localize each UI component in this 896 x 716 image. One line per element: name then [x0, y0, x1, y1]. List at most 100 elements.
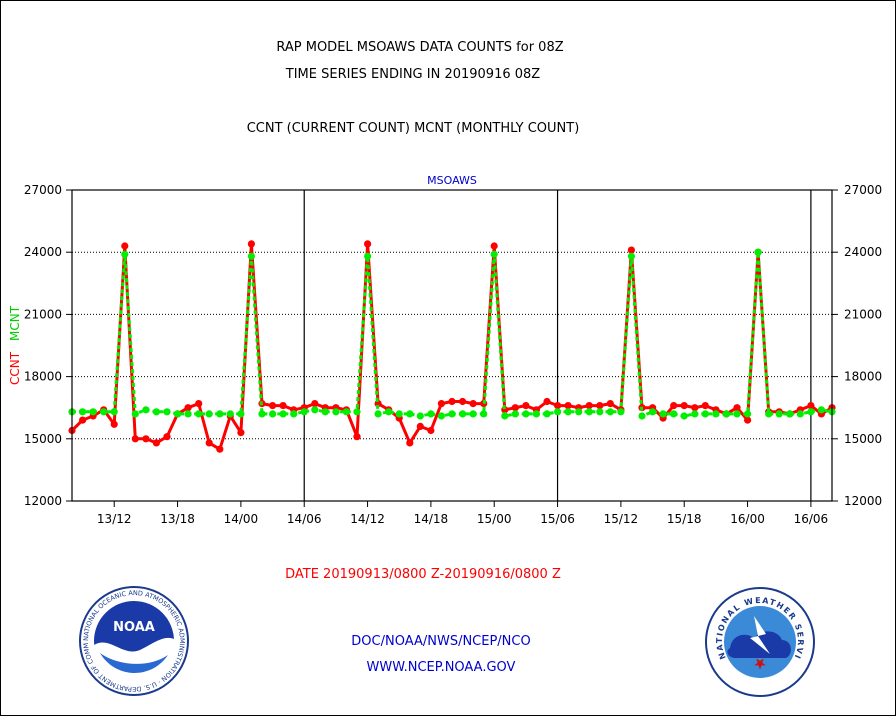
- point-mcnt: [575, 408, 583, 416]
- point-mcnt: [585, 408, 593, 416]
- point-ccnt: [448, 397, 456, 406]
- point-ccnt: [269, 402, 277, 410]
- point-mcnt: [796, 410, 804, 418]
- y-tick-label-right: 18000: [844, 370, 882, 384]
- plot-frame: [71, 189, 833, 502]
- point-ccnt: [195, 400, 203, 408]
- point-ccnt: [184, 404, 192, 412]
- noaa-logo-wordmark: NOAA: [113, 620, 155, 635]
- y-tick-label-left: 15000: [24, 432, 62, 446]
- point-mcnt: [649, 408, 657, 416]
- y-axis-label-group: CCNT MCNT: [8, 305, 22, 385]
- point-ccnt: [680, 402, 688, 410]
- point-ccnt: [691, 404, 699, 412]
- x-tick-label: 14/18: [414, 512, 449, 526]
- point-ccnt: [311, 400, 319, 408]
- plot-title: MSOAWS: [427, 174, 477, 187]
- x-tick-label: 13/18: [160, 512, 195, 526]
- point-mcnt: [163, 408, 171, 416]
- point-mcnt: [490, 250, 498, 258]
- point-mcnt: [680, 412, 688, 420]
- point-mcnt: [247, 252, 255, 260]
- y-axis-label-ccnt: CCNT: [8, 351, 22, 385]
- point-mcnt: [131, 410, 139, 418]
- point-mcnt: [226, 410, 234, 418]
- point-ccnt: [142, 435, 150, 443]
- point-mcnt: [205, 410, 213, 418]
- point-mcnt: [617, 408, 625, 416]
- point-mcnt: [765, 410, 773, 418]
- x-tick-label: 14/00: [224, 512, 259, 526]
- point-mcnt: [311, 406, 319, 414]
- point-mcnt: [89, 408, 97, 416]
- point-ccnt: [110, 420, 118, 428]
- point-ccnt: [79, 416, 87, 424]
- point-ccnt: [279, 402, 287, 410]
- point-ccnt: [353, 433, 361, 441]
- point-ccnt: [543, 397, 551, 406]
- point-mcnt: [79, 408, 87, 416]
- point-ccnt: [670, 402, 678, 410]
- point-ccnt: [406, 439, 414, 447]
- point-mcnt: [722, 410, 731, 418]
- y-tick-label-left: 27000: [24, 183, 62, 197]
- org-line: DOC/NOAA/NWS/NCEP/NCO: [351, 634, 530, 649]
- chart-title-line1: RAP MODEL MSOAWS DATA COUNTS for 08Z: [276, 40, 563, 55]
- y-tick-label-left: 24000: [24, 245, 62, 259]
- noaa-logo: NOAA NATIONAL OCEANIC AND ATMOSPHERIC AD…: [79, 586, 189, 696]
- x-tick-label: 16/06: [794, 512, 829, 526]
- point-mcnt: [237, 410, 245, 418]
- point-mcnt: [269, 410, 277, 418]
- grid-layer: [72, 190, 832, 501]
- point-mcnt: [121, 250, 129, 258]
- point-mcnt: [744, 410, 752, 418]
- y-tick-label-right: 15000: [844, 432, 882, 446]
- x-tick-label: 15/00: [477, 512, 512, 526]
- point-ccnt: [585, 402, 593, 410]
- point-mcnt: [152, 408, 160, 416]
- point-ccnt: [437, 400, 445, 408]
- point-mcnt: [216, 410, 224, 418]
- point-ccnt: [121, 242, 129, 250]
- point-mcnt: [775, 410, 783, 418]
- point-mcnt: [469, 410, 477, 418]
- point-mcnt: [564, 408, 572, 416]
- point-mcnt: [374, 410, 382, 418]
- point-ccnt: [459, 397, 467, 406]
- point-mcnt: [596, 408, 604, 416]
- point-mcnt: [638, 412, 646, 420]
- point-mcnt: [395, 410, 403, 418]
- point-ccnt: [744, 416, 752, 424]
- x-tick-label: 15/12: [604, 512, 639, 526]
- series-line-mcnt: [72, 250, 833, 418]
- point-ccnt: [469, 400, 477, 408]
- point-ccnt: [416, 422, 424, 430]
- point-mcnt: [332, 408, 340, 416]
- y-tick-label-right: 12000: [844, 494, 882, 508]
- point-mcnt: [448, 410, 456, 418]
- point-mcnt: [195, 410, 203, 418]
- point-ccnt: [247, 240, 255, 248]
- point-mcnt: [511, 410, 519, 418]
- point-mcnt: [807, 408, 815, 416]
- point-mcnt: [427, 410, 435, 418]
- point-mcnt: [353, 408, 361, 416]
- point-ccnt: [490, 242, 498, 250]
- point-mcnt: [532, 410, 541, 418]
- point-ccnt: [216, 445, 224, 453]
- point-mcnt: [174, 410, 182, 418]
- date-range-label: DATE 20190913/0800 Z-20190916/0800 Z: [285, 567, 561, 582]
- point-mcnt: [554, 408, 562, 416]
- point-ccnt: [554, 402, 562, 410]
- point-mcnt: [100, 408, 108, 416]
- point-ccnt: [733, 404, 741, 412]
- x-tick-label: 13/12: [97, 512, 132, 526]
- point-mcnt: [501, 412, 509, 420]
- point-ccnt: [627, 246, 636, 254]
- url-line: WWW.NCEP.NOAA.GOV: [367, 660, 516, 675]
- point-ccnt: [152, 439, 160, 447]
- point-mcnt: [416, 412, 424, 420]
- nws-logo: NATIONAL WEATHER SERVICE: [705, 587, 815, 697]
- point-ccnt: [596, 402, 604, 410]
